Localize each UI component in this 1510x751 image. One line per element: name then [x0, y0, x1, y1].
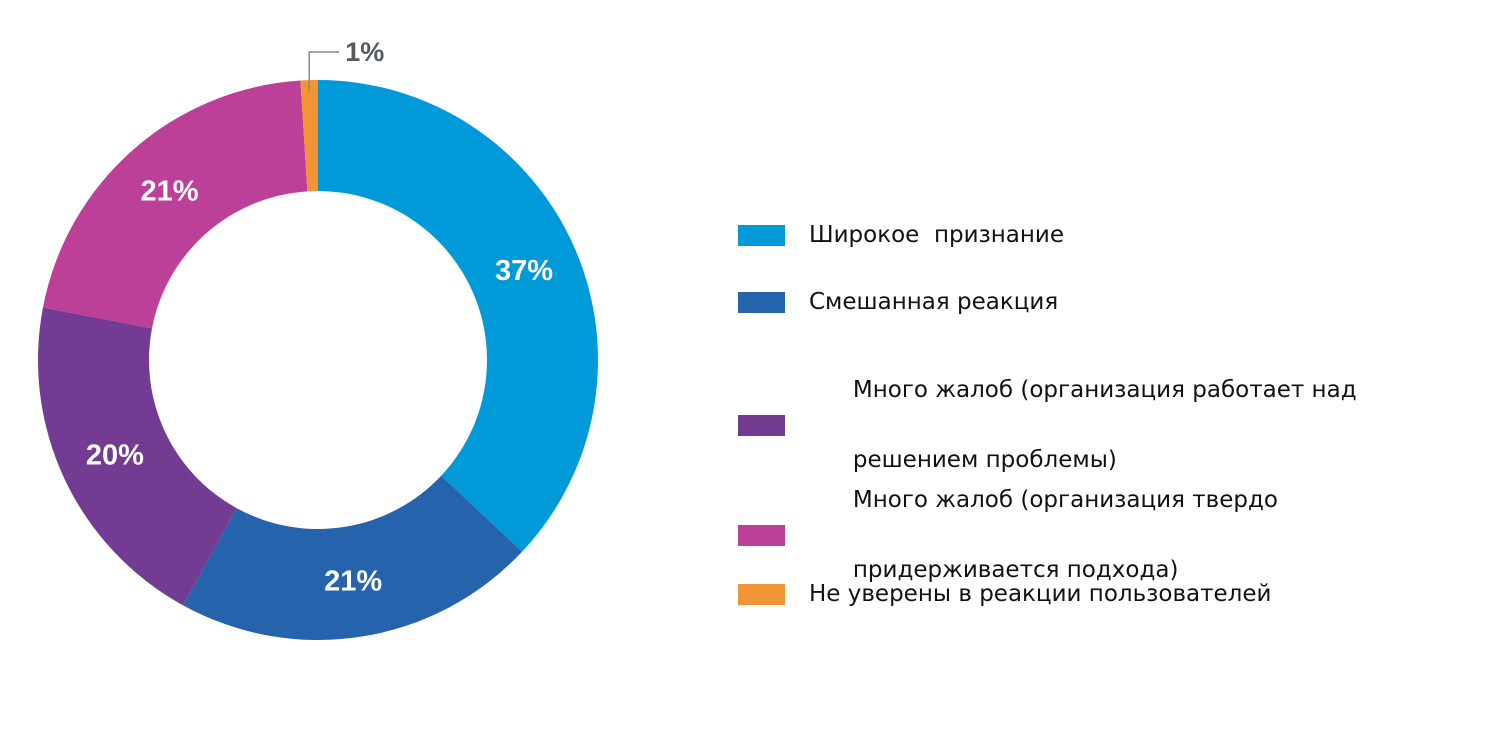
slice-not-sure — [300, 80, 318, 192]
slice-complaints-working — [37, 307, 237, 606]
legend: Широкое признание Смешанная реакция Мног… — [738, 0, 1478, 751]
legend-label: Много жалоб (организация твердо придержи… — [809, 448, 1278, 623]
legend-item-wide-recognition: Широкое признание — [738, 218, 1064, 253]
legend-item-complaints-firm: Много жалоб (организация твердо придержи… — [738, 448, 1278, 623]
legend-item-not-sure: Не уверены в реакции пользователей — [738, 577, 1271, 612]
legend-label-line: решением проблемы) — [852, 447, 1117, 473]
slice-complaints-firm — [42, 80, 308, 329]
legend-swatch — [738, 225, 785, 246]
slice-wide-recognition — [318, 80, 598, 552]
slice-value-label: 20% — [86, 440, 144, 472]
legend-swatch — [738, 292, 785, 313]
legend-swatch — [738, 525, 785, 546]
legend-label-line: Много жалоб (организация твердо — [852, 487, 1278, 513]
donut-chart: 37% 21% 20% 21% 1% — [37, 37, 598, 640]
slice-value-label: 21% — [141, 176, 199, 208]
legend-label: Много жалоб (организация работает над ре… — [809, 338, 1357, 513]
slice-mixed-reaction — [183, 475, 523, 640]
legend-item-mixed-reaction: Смешанная реакция — [738, 285, 1058, 320]
legend-label: Смешанная реакция — [809, 289, 1059, 315]
legend-item-complaints-working: Много жалоб (организация работает над ре… — [738, 338, 1357, 513]
legend-label: Не уверены в реакции пользователей — [809, 581, 1272, 607]
legend-label: Широкое признание — [809, 222, 1065, 248]
legend-label-line: Много жалоб (организация работает над — [852, 377, 1357, 403]
legend-swatch — [738, 415, 785, 436]
callout-leader-line — [308, 51, 340, 93]
slice-value-label: 37% — [495, 255, 553, 287]
legend-label-line: придерживается подхода) — [852, 557, 1179, 583]
legend-swatch — [738, 584, 785, 605]
slice-value-label: 21% — [324, 566, 382, 598]
slice-value-label: 1% — [345, 37, 384, 67]
